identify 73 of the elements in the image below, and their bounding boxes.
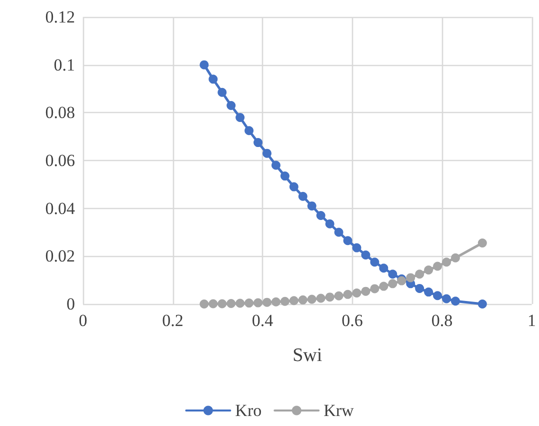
point [388, 270, 398, 279]
point [343, 236, 352, 246]
point [307, 294, 316, 304]
point [325, 219, 334, 228]
point [218, 88, 227, 97]
x-tick-label: 0.4 [252, 311, 274, 330]
point [352, 243, 362, 252]
x-tick-label: 0.6 [342, 311, 363, 330]
point [370, 284, 380, 294]
x-tick-label: 1 [528, 311, 536, 330]
point [271, 160, 280, 170]
point [433, 291, 442, 300]
point [226, 299, 236, 308]
y-tick-label: 0.12 [45, 8, 75, 26]
point [433, 262, 442, 271]
x-axis-title: Swi [292, 345, 322, 366]
point [244, 298, 254, 308]
point [379, 282, 388, 291]
point [200, 60, 209, 70]
y-tick-label: 0 [66, 294, 75, 314]
point [298, 295, 308, 304]
point [478, 300, 487, 308]
point [415, 270, 424, 279]
point [244, 126, 254, 136]
y-tick-label: 0.06 [45, 151, 75, 170]
point [361, 286, 370, 296]
point [316, 294, 326, 303]
point [370, 258, 380, 267]
point [200, 300, 209, 308]
point [236, 112, 245, 122]
point [262, 298, 272, 307]
point [388, 279, 398, 288]
point [218, 299, 227, 308]
x-tick-label: 0 [78, 311, 88, 330]
legend-label: Kro [235, 401, 262, 420]
point [289, 182, 298, 192]
x-tick-label: 0.2 [162, 311, 184, 330]
point [226, 100, 236, 110]
point [280, 296, 290, 306]
point [478, 238, 487, 248]
y-tick-label: 0.04 [45, 198, 76, 218]
point [343, 290, 352, 299]
point [450, 253, 460, 262]
x-tick-label: 0.8 [431, 311, 453, 330]
point [271, 297, 280, 306]
point [424, 288, 434, 297]
point [334, 228, 344, 237]
point [379, 264, 388, 273]
point [316, 211, 326, 220]
y-tick-label: 0.02 [45, 246, 75, 266]
point [325, 292, 334, 302]
point [307, 201, 316, 210]
point [415, 284, 424, 293]
point [208, 74, 218, 84]
point [424, 266, 434, 275]
point [442, 258, 451, 267]
point [262, 148, 272, 158]
point [280, 172, 290, 181]
point [361, 250, 370, 260]
point [442, 294, 451, 304]
point [298, 192, 308, 201]
legend-label: Krw [324, 401, 355, 420]
y-tick-label: 0.1 [54, 55, 75, 74]
point [236, 298, 245, 308]
point [450, 296, 460, 306]
point [254, 138, 263, 148]
point [289, 296, 298, 306]
y-tick-label: 0.08 [45, 103, 75, 122]
point [334, 291, 344, 300]
point [406, 273, 416, 282]
point [254, 298, 263, 308]
point [208, 299, 218, 308]
point [352, 288, 362, 298]
